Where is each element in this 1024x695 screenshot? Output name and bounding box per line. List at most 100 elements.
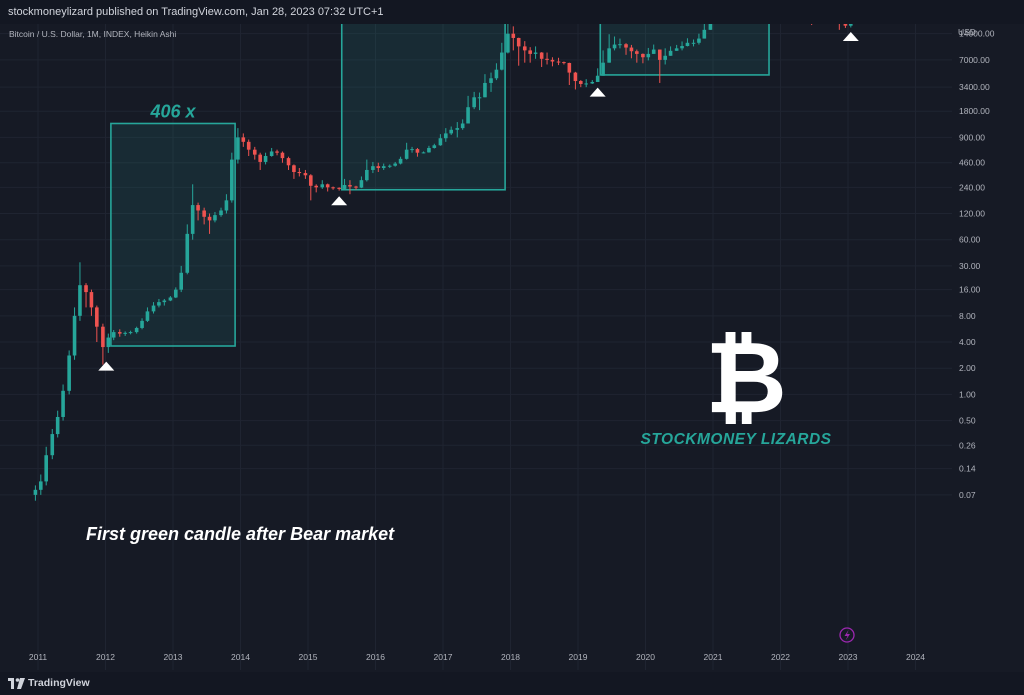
candle-body [618, 44, 622, 46]
candle-body [843, 23, 848, 26]
candle [145, 307, 150, 322]
candle [697, 33, 701, 45]
candle [106, 333, 111, 353]
candle [123, 331, 127, 336]
candle-body [246, 141, 251, 150]
candle-body [168, 297, 173, 301]
y-tick-label: 14000.00 [959, 29, 995, 39]
candle-body [489, 78, 493, 83]
candle-body [33, 489, 38, 495]
candle [489, 72, 493, 92]
candle [702, 20, 707, 39]
x-axis: 2011 2012 2013 2014 2015 2016 2017 2018 2019 2020… [29, 652, 925, 662]
lightning-icon[interactable] [839, 627, 855, 643]
candle [331, 186, 335, 190]
candle-body [494, 69, 499, 79]
candle [651, 44, 656, 54]
bitcoin-logo: ₿ [705, 322, 787, 434]
candle-body [579, 81, 583, 84]
candle [516, 37, 521, 66]
y-tick-label: 240.00 [959, 182, 985, 192]
candle [162, 298, 167, 306]
grid-lines [0, 6, 952, 670]
x-tick-label: 2012 [96, 652, 115, 662]
candle-body [663, 55, 667, 60]
candle [303, 169, 308, 179]
candle-body [376, 166, 381, 169]
candle [78, 262, 82, 321]
y-tick-label: 0.14 [959, 464, 976, 474]
candle [140, 318, 144, 330]
candle [246, 139, 251, 156]
candle [134, 326, 139, 334]
candle-body [691, 42, 696, 44]
candle [567, 62, 572, 86]
x-tick-label: 2022 [771, 652, 790, 662]
candle-body [252, 149, 257, 155]
bottom-marker-triangle [589, 87, 606, 97]
x-tick-label: 2015 [299, 652, 318, 662]
candle [280, 151, 285, 163]
x-tick-label: 2019 [569, 652, 588, 662]
bottom-marker-triangle [842, 32, 859, 42]
candle-body [438, 138, 443, 146]
candle [522, 41, 527, 63]
candle [691, 39, 696, 47]
candle-body [668, 50, 673, 56]
candle-body [533, 52, 538, 54]
candle [635, 49, 639, 63]
candle-body [117, 332, 122, 334]
candle [320, 180, 325, 189]
y-tick-label: 2.00 [959, 363, 976, 373]
candle-body [162, 300, 167, 303]
candle [500, 42, 504, 71]
candle-body [263, 155, 268, 162]
candle-body [387, 165, 392, 167]
candle-body [269, 151, 274, 156]
candle-body [342, 185, 347, 189]
candle [190, 184, 195, 240]
candle [354, 185, 358, 190]
candle-body [320, 184, 325, 188]
candle-body [39, 481, 43, 490]
candle [657, 49, 662, 83]
candle [545, 52, 549, 65]
chart-svg[interactable]: 406 x125 x20 x Bitcoin / U.S. Dollar, 1M… [0, 0, 1024, 670]
candle-body [179, 272, 183, 290]
candle-body [398, 158, 403, 164]
candle [449, 126, 453, 135]
chart-pane[interactable]: 406 x125 x20 x Bitcoin / U.S. Dollar, 1M… [0, 0, 1024, 670]
candle-body [635, 51, 639, 54]
candle [607, 34, 611, 63]
candle [359, 176, 364, 189]
y-tick-label: 0.50 [959, 416, 976, 426]
candle-body [365, 169, 369, 181]
candle-body [472, 97, 476, 108]
candle [415, 147, 420, 157]
candle [263, 152, 268, 165]
candle-body [708, 16, 713, 30]
box-label: 406 x [149, 101, 196, 121]
candle [641, 53, 645, 64]
brand-watermark: STOCKMONEY LIZARDS [641, 431, 832, 448]
candle [646, 47, 651, 61]
candle-body [67, 355, 71, 391]
candle [337, 187, 341, 191]
candle [573, 71, 578, 90]
candle [44, 446, 48, 486]
candle-body [680, 46, 684, 49]
candle [55, 410, 60, 438]
candle-body [595, 75, 600, 82]
candle-body [427, 147, 431, 153]
y-tick-label: 460.00 [959, 158, 985, 168]
candle [179, 265, 183, 293]
candle [584, 79, 588, 88]
candle-body [849, 22, 853, 26]
candle [438, 134, 443, 146]
candle [612, 36, 617, 51]
y-tick-label: 8.00 [959, 311, 976, 321]
candle-body [381, 166, 386, 169]
x-tick-label: 2013 [164, 652, 183, 662]
candle-body [528, 50, 532, 54]
